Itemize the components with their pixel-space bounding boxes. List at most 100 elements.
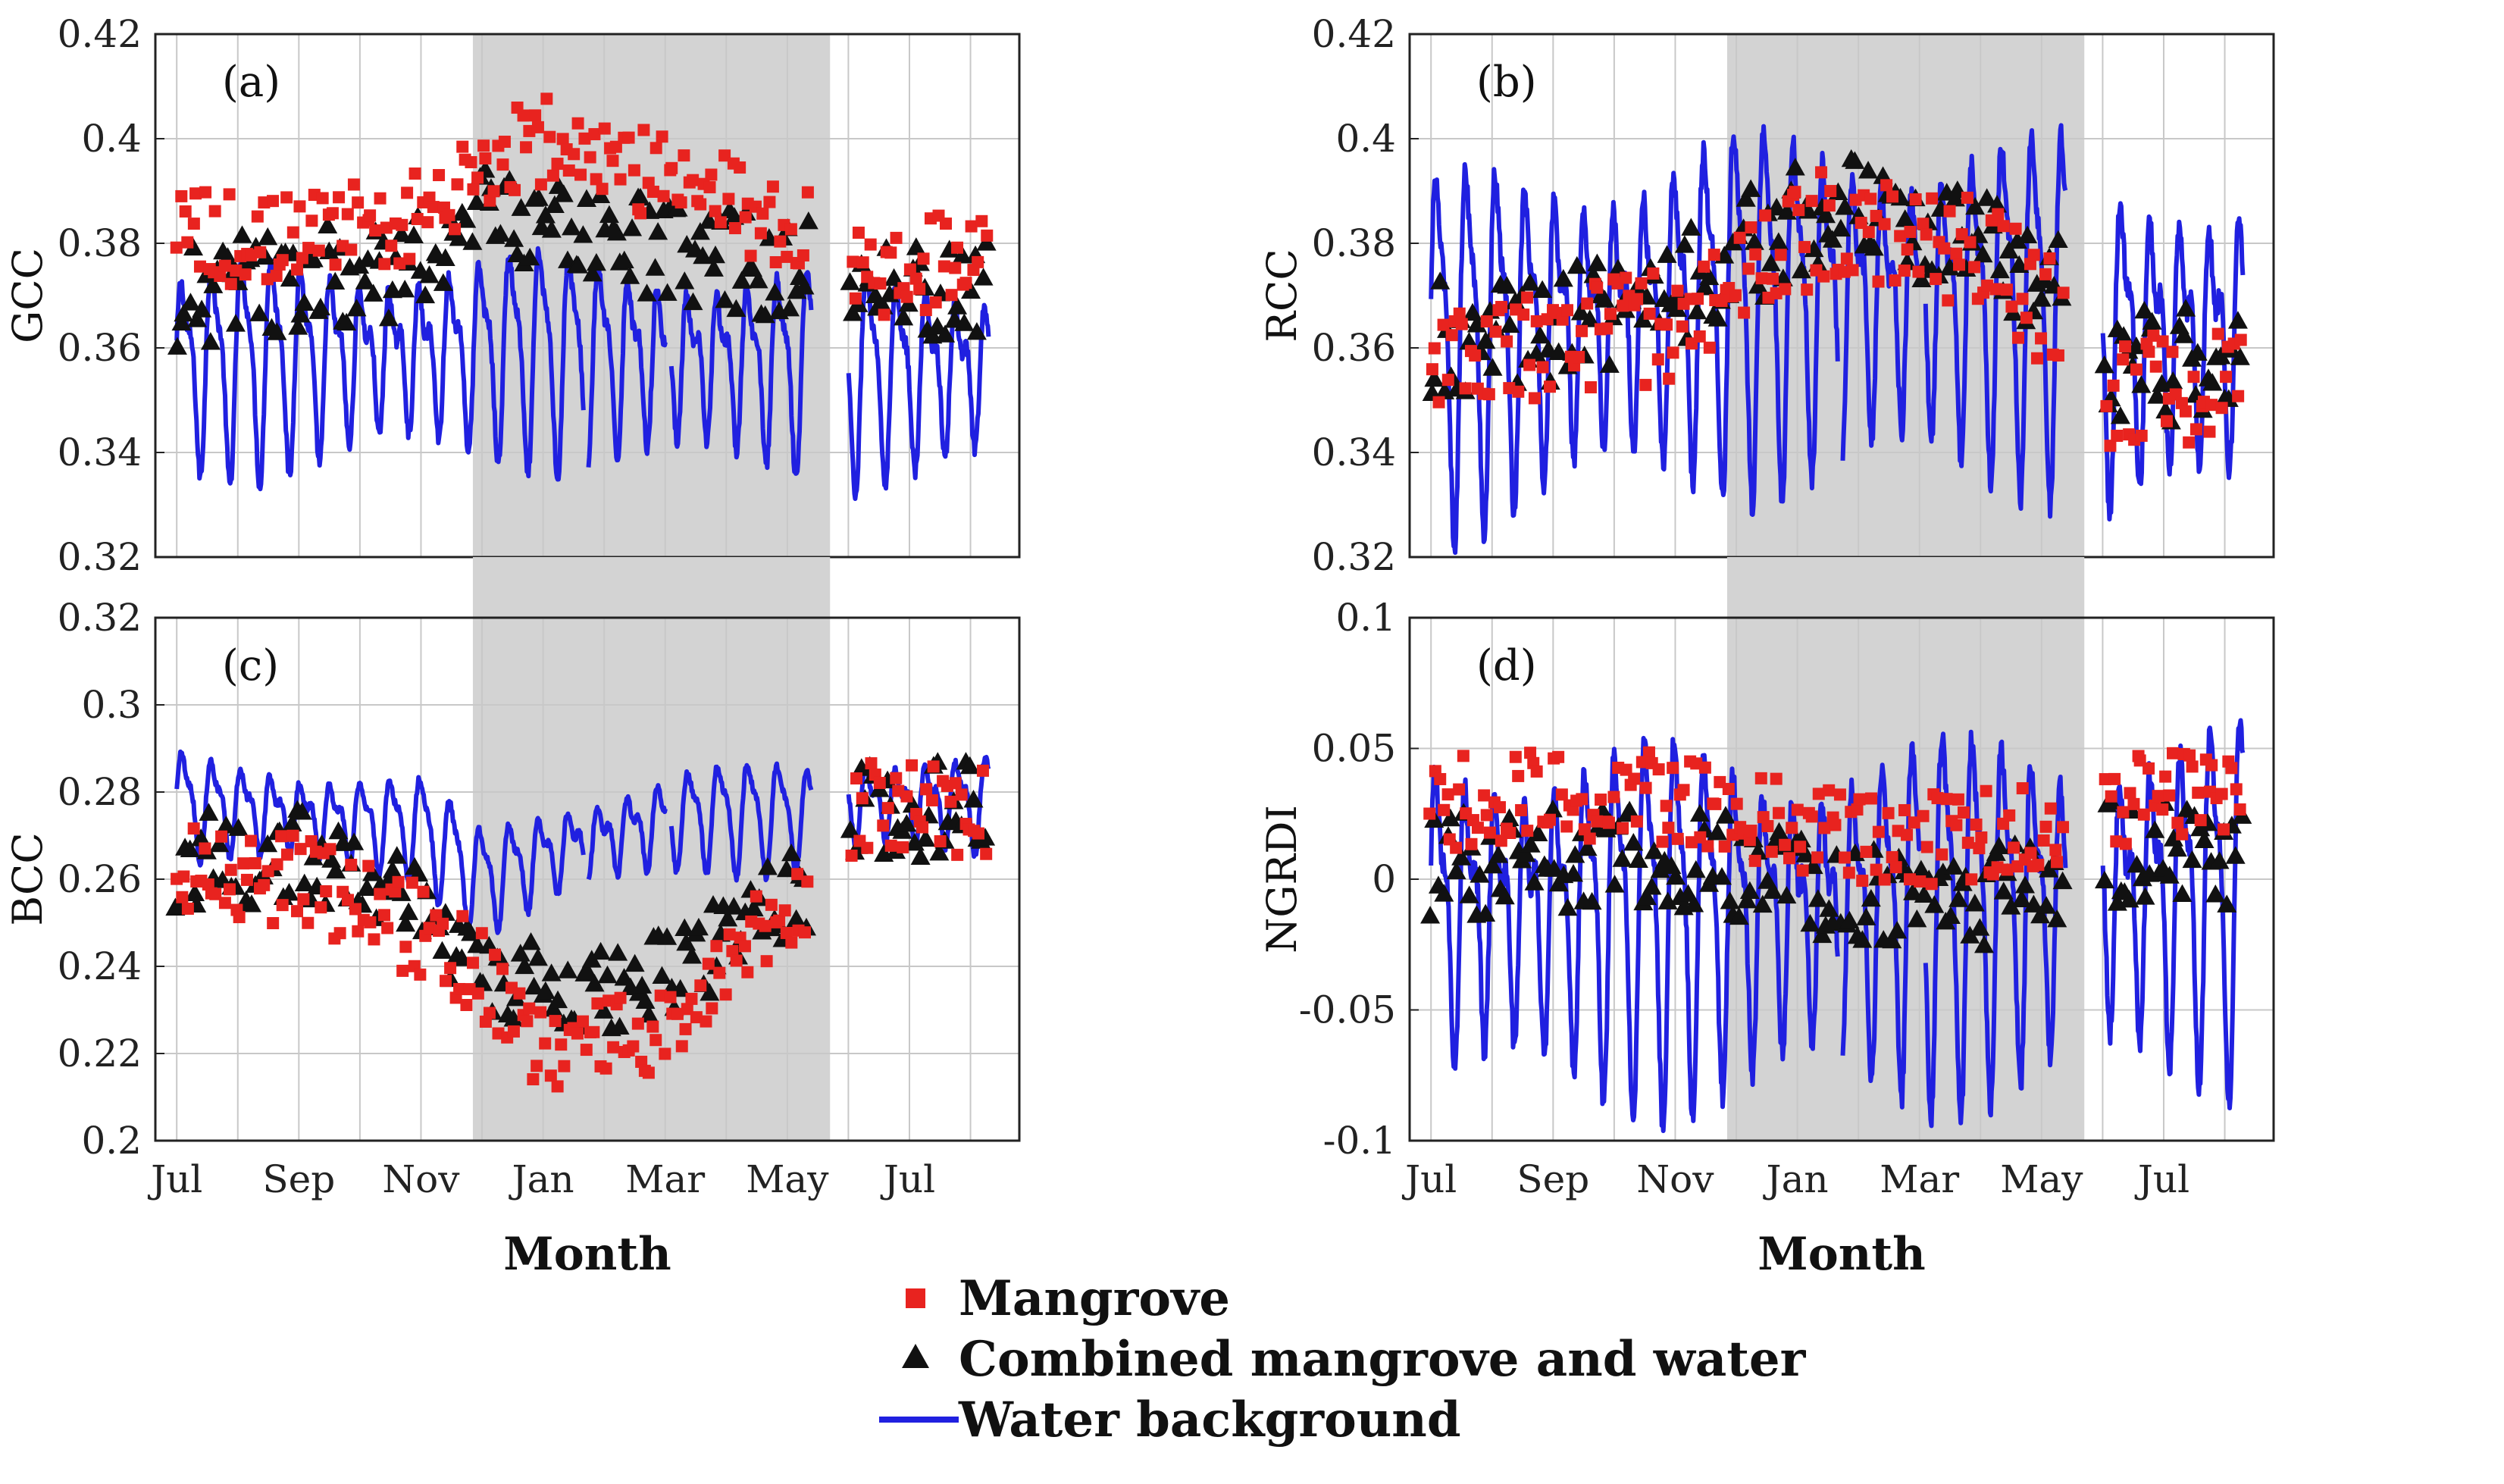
mangrove-point xyxy=(591,997,604,1010)
mangrove-point xyxy=(1942,294,1955,307)
combined-point xyxy=(2047,909,2067,928)
mangrove-point xyxy=(845,849,858,862)
mangrove-point xyxy=(1925,878,1938,891)
mangrove-point xyxy=(1426,363,1438,376)
mangrove-point xyxy=(2232,390,2245,402)
mangrove-point xyxy=(324,843,336,856)
combined-point xyxy=(1674,235,1695,253)
mangrove-point xyxy=(465,156,477,169)
mangrove-point xyxy=(927,760,940,773)
mangrove-point xyxy=(1829,819,1842,831)
combined-point xyxy=(535,981,556,1000)
mangrove-point xyxy=(405,876,418,889)
mangrove-point xyxy=(294,843,307,856)
mangrove-point xyxy=(578,132,591,145)
combined-point xyxy=(726,299,747,318)
y-axis-label: RCC xyxy=(1258,249,1306,342)
x-tick-label: Sep xyxy=(262,1157,335,1201)
combined-point xyxy=(2163,371,2183,390)
combined-point xyxy=(1903,882,1923,900)
x-axis-label: Month xyxy=(1757,1228,1925,1281)
mangrove-point xyxy=(2147,329,2160,342)
y-tick-label: 0.38 xyxy=(1312,221,1396,265)
combined-point xyxy=(1812,925,1833,944)
mangrove-point xyxy=(496,158,509,171)
mangrove-point xyxy=(937,260,950,273)
mangrove-point xyxy=(2124,787,2136,800)
mangrove-point xyxy=(2205,399,2218,412)
combined-point xyxy=(363,283,383,302)
mangrove-point xyxy=(2039,820,2052,833)
combined-point xyxy=(688,917,709,936)
mangrove-point xyxy=(1639,378,1652,391)
y-tick-label: 0.4 xyxy=(1335,117,1396,161)
combined-point xyxy=(2174,325,2194,343)
x-tick-label: Sep xyxy=(1516,1157,1589,1201)
mangrove-point xyxy=(1561,304,1574,317)
mangrove-point xyxy=(296,252,308,265)
mangrove-point xyxy=(1441,788,1454,801)
mangrove-point xyxy=(856,256,869,269)
mangrove-point xyxy=(1860,845,1873,858)
mangrove-point xyxy=(549,1015,562,1028)
combined-point xyxy=(511,198,531,216)
mangrove-point xyxy=(1617,822,1629,834)
combined-point xyxy=(1989,836,2009,855)
mangrove-point xyxy=(1931,792,1944,805)
combined-point xyxy=(294,293,315,312)
combined-point xyxy=(187,309,208,327)
mangrove-point xyxy=(297,893,310,906)
combined-point xyxy=(355,271,375,290)
mangrove-point xyxy=(1509,750,1522,763)
mangrove-point xyxy=(1796,864,1809,877)
mangrove-point xyxy=(240,873,253,886)
mangrove-point xyxy=(2057,286,2070,299)
water-background-line xyxy=(174,749,586,935)
combined-point xyxy=(1440,808,1460,827)
combined-point xyxy=(1604,875,1625,893)
combined-point xyxy=(648,221,668,240)
mangrove-point xyxy=(1552,750,1565,763)
mangrove-point xyxy=(801,875,814,888)
mangrove-point xyxy=(849,292,862,305)
mangrove-point xyxy=(2215,402,2228,415)
combined-point xyxy=(1695,277,1715,296)
mangrove-point xyxy=(1856,875,1869,888)
combined-point xyxy=(467,935,487,953)
mangrove-point xyxy=(1872,275,1885,288)
combined-point xyxy=(894,307,914,326)
mangrove-point xyxy=(1512,769,1525,782)
combined-point xyxy=(1587,253,1607,271)
mangrove-point xyxy=(627,1040,640,1053)
mangrove-point xyxy=(972,827,984,840)
mangrove-point xyxy=(1437,318,1450,331)
mangrove-point xyxy=(1749,248,1762,261)
mangrove-point xyxy=(417,885,430,898)
mangrove-point xyxy=(700,1015,712,1028)
mangrove-point xyxy=(785,936,798,949)
mangrove-point xyxy=(2051,856,2064,869)
mangrove-point xyxy=(1786,822,1798,834)
mangrove-point xyxy=(558,1060,571,1072)
combined-point xyxy=(897,813,917,832)
mangrove-point xyxy=(2215,787,2228,800)
mangrove-point xyxy=(1530,765,1543,778)
combined-point xyxy=(705,245,725,264)
mangrove-point xyxy=(1851,803,1864,816)
combined-point xyxy=(1739,881,1760,900)
combined-point xyxy=(1970,918,1990,936)
panel-letter: (a) xyxy=(222,58,280,107)
mangrove-point xyxy=(1478,789,1491,802)
mangrove-point xyxy=(929,296,942,308)
mangrove-point xyxy=(1980,784,1992,797)
mangrove-point xyxy=(218,259,231,272)
mangrove-point xyxy=(1652,763,1665,776)
legend-label: Combined mangrove and water xyxy=(959,1331,1807,1388)
mangrove-point xyxy=(517,109,530,122)
combined-point xyxy=(1657,891,1678,909)
combined-point xyxy=(258,227,278,246)
mangrove-point xyxy=(649,1034,662,1047)
mangrove-point xyxy=(571,1027,584,1040)
combined-point xyxy=(541,220,562,238)
combined-point xyxy=(199,803,219,821)
